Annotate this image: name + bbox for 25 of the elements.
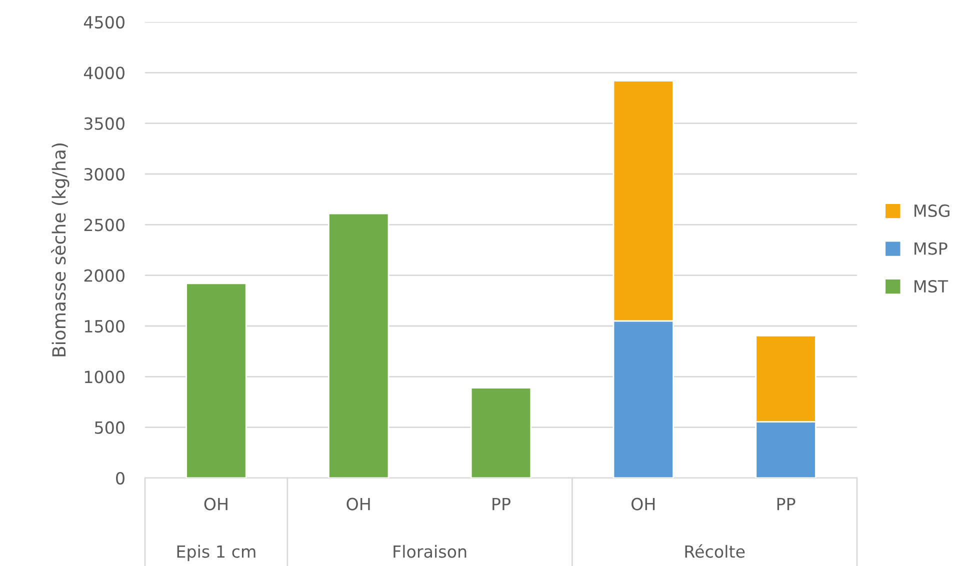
y-tick-label: 1500 [84,320,124,333]
legend-label: MST [914,280,948,293]
y-tick-label: 500 [95,421,124,434]
y-tick-label: 1000 [84,370,124,384]
y-tick-label: 0 [116,472,124,485]
text: Récolte [685,544,745,558]
y-tick-label: 4000 [84,66,124,80]
text: Floraison [394,544,466,558]
y-tick-label: 2000 [84,269,124,282]
y-tick-label: 3500 [84,117,124,130]
text: Epis 1 cm [177,544,256,562]
legend-label: MSG [914,204,950,218]
bar [470,387,532,478]
legend-label: MSP [914,242,948,255]
bar [328,212,390,478]
x-tick-label: OH [204,498,228,510]
x-tick-label: OH [346,498,370,510]
y-tick-label: 3000 [84,168,124,181]
x-tick-label: PP [777,498,796,510]
y-tick-label: 2500 [84,218,124,232]
x-tick-label: OH [632,498,655,510]
bar [186,282,247,478]
y-tick-label: 4500 [84,16,124,29]
x-tick-label: PP [492,498,510,510]
y-axis-title: Biomasse sèche (kg/ha) [51,144,70,356]
